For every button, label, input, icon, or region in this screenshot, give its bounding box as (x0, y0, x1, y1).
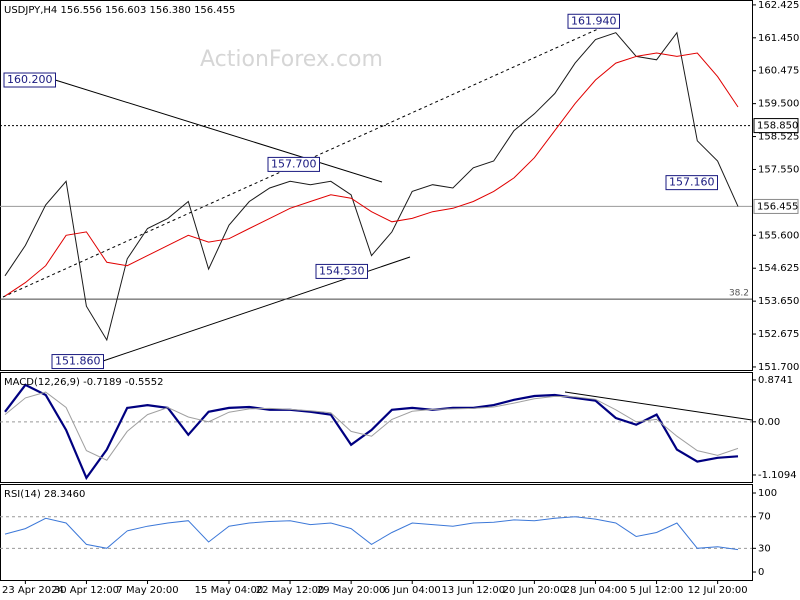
annotation: 161.940 (571, 14, 617, 27)
annotation: 157.700 (271, 157, 317, 170)
y-tick-label: 0.00 (758, 417, 780, 428)
panel-title: USDJPY,H4 156.556 156.603 156.380 156.45… (4, 5, 235, 16)
x-tick-label: 23 Apr 2024 (2, 585, 64, 596)
annotation-box (665, 175, 718, 191)
price-box (753, 198, 799, 214)
series-line (4, 31, 739, 342)
y-tick-label: 162.425 (758, 0, 799, 11)
annotation-box (3, 72, 56, 88)
price-label: 158.850 (757, 121, 798, 132)
annotation-box (267, 156, 320, 172)
y-tick-label: 158.525 (758, 132, 799, 143)
annotation-box (315, 263, 368, 279)
trend-line (51, 78, 383, 183)
x-tick-label: 30 Apr 12:00 (54, 585, 119, 596)
annotation: 160.200 (7, 73, 53, 86)
panel-title: MACD(12,26,9) -0.7189 -0.5552 (4, 377, 164, 388)
series-line (4, 391, 739, 461)
y-tick-label: 0.8741 (758, 375, 793, 386)
y-tick-label: 160.475 (758, 66, 799, 77)
y-tick-label: 159.500 (758, 99, 799, 110)
series-line (4, 52, 739, 297)
y-tick-label: 161.450 (758, 33, 799, 44)
y-tick-label: 153.650 (758, 296, 799, 307)
y-tick-label: -1.1094 (758, 470, 797, 481)
price-box (753, 118, 799, 134)
annotation-box (51, 354, 104, 370)
y-tick-label: 152.675 (758, 329, 799, 340)
panel-frame (0, 372, 753, 483)
annotation-box (567, 13, 620, 29)
x-tick-label: 5 Jul 12:00 (630, 585, 684, 596)
fib-label: 38.2 (729, 289, 749, 299)
x-tick-label: 13 Jun 12:00 (442, 585, 506, 596)
annotation: 157.160 (669, 176, 715, 189)
panel-title: RSI(14) 28.3460 (4, 489, 85, 500)
x-tick-label: 12 Jul 20:00 (688, 585, 748, 596)
panel-frame (0, 484, 753, 581)
x-tick-label: 20 Jun 20:00 (503, 585, 567, 596)
series-line (4, 383, 739, 481)
x-tick-label: 7 May 20:00 (116, 585, 178, 596)
x-tick-label: 29 May 20:00 (317, 585, 386, 596)
y-tick-label: 100 (758, 488, 777, 499)
price-label: 156.455 (757, 201, 798, 212)
y-tick-label: 154.625 (758, 263, 799, 274)
watermark: ActionForex.com (200, 47, 383, 72)
trend-line (564, 391, 753, 421)
x-tick-label: 28 Jun 04:00 (564, 585, 628, 596)
y-tick-label: 157.550 (758, 164, 799, 175)
panel-frame (0, 0, 753, 371)
annotation: 154.530 (319, 264, 365, 277)
annotation: 151.860 (55, 355, 101, 368)
x-tick-label: 6 Jun 04:00 (384, 585, 441, 596)
y-tick-label: 0 (758, 567, 764, 578)
x-tick-label: 22 May 12:00 (256, 585, 325, 596)
y-tick-label: 70 (758, 512, 771, 523)
x-tick-label: 15 May 04:00 (195, 585, 264, 596)
series-line (4, 516, 739, 551)
y-tick-label: 30 (758, 543, 771, 554)
y-tick-label: 155.600 (758, 230, 799, 241)
y-tick-label: 151.700 (758, 362, 799, 373)
